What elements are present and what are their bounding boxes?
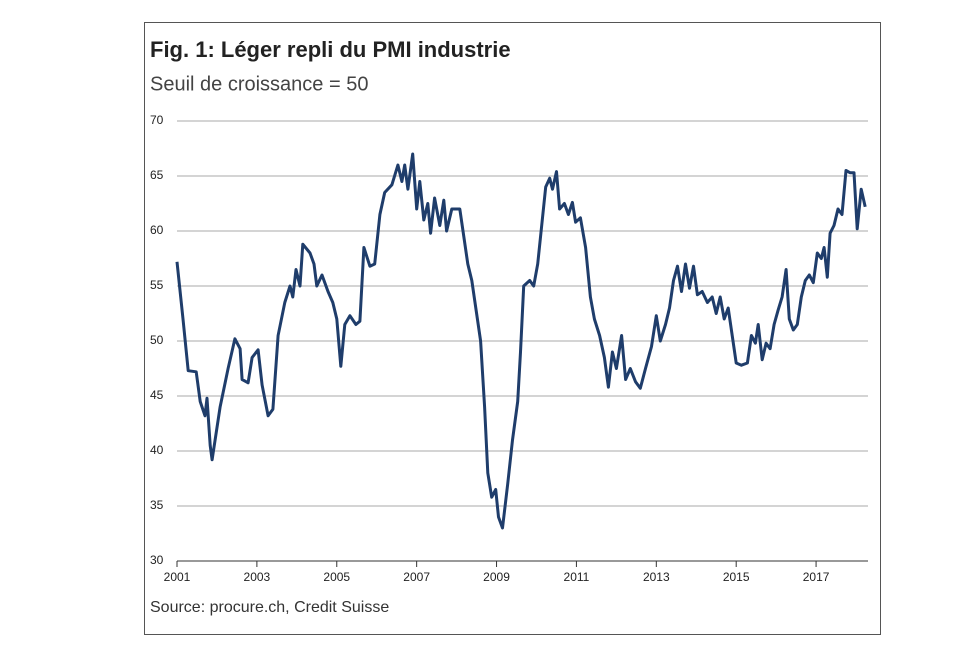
y-tick-label: 35 (150, 498, 164, 512)
y-tick-label: 70 (150, 113, 164, 127)
x-tick-label: 2011 (564, 570, 590, 584)
y-tick-label: 60 (150, 223, 164, 237)
y-tick-label: 50 (150, 333, 164, 347)
chart-subtitle: Seuil de croissance = 50 (150, 73, 368, 95)
x-tick-label: 2013 (643, 570, 670, 584)
y-tick-label: 40 (150, 443, 164, 457)
frame (144, 22, 881, 635)
x-tick-label: 2009 (483, 570, 510, 584)
x-tick-label: 2001 (164, 570, 191, 584)
y-tick-label: 55 (150, 278, 164, 292)
y-tick-label: 45 (150, 388, 164, 402)
y-tick-label: 65 (150, 168, 164, 182)
x-tick-label: 2015 (723, 570, 750, 584)
y-tick-label: 30 (150, 553, 164, 567)
data-line (175, 152, 867, 530)
x-tick-label: 2003 (244, 570, 271, 584)
x-tick-label: 2005 (323, 570, 350, 584)
x-tick-label: 2017 (803, 570, 830, 584)
x-tick-label: 2007 (403, 570, 430, 584)
source: Source: procure.ch, Credit Suisse (150, 599, 389, 616)
chart-title: Fig. 1: Léger repli du PMI industrie (150, 37, 511, 62)
